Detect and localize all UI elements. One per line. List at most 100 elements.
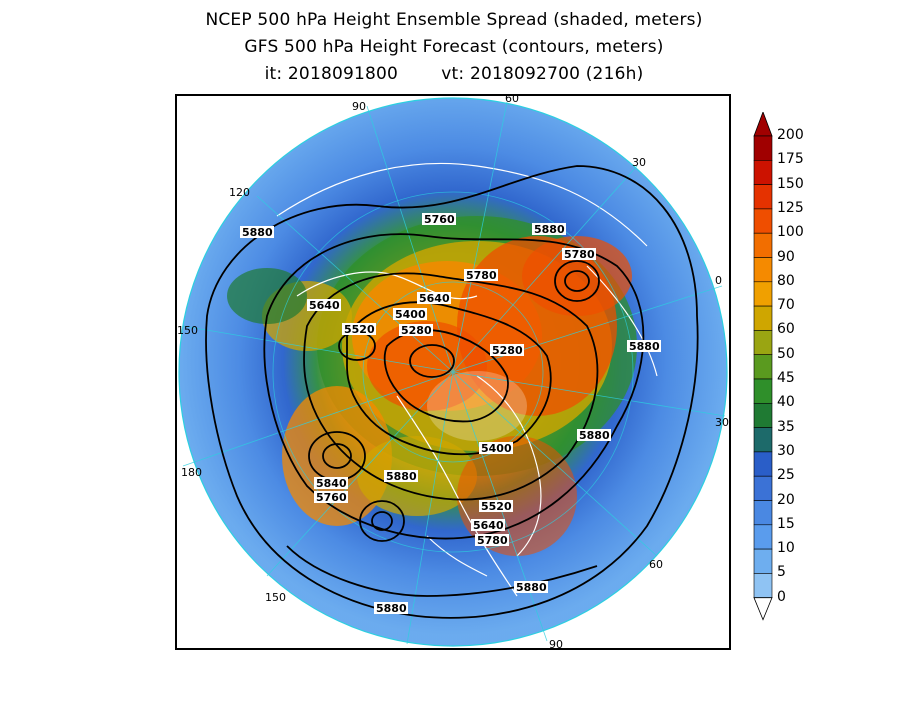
colorbar-tick-label: 90 xyxy=(777,248,795,265)
lon-label: 30 xyxy=(715,416,729,429)
lon-label: 150 xyxy=(177,324,198,337)
contour-label: 5280 xyxy=(490,344,524,357)
colorbar-segment xyxy=(753,451,773,477)
svg-text:5880: 5880 xyxy=(386,470,417,483)
colorbar-segment xyxy=(753,524,773,550)
svg-text:5780: 5780 xyxy=(564,248,595,261)
colorbar-tick-label: 60 xyxy=(777,321,795,338)
title-line-3: it: 2018091800 vt: 2018092700 (216h) xyxy=(0,64,908,84)
svg-text:5400: 5400 xyxy=(481,442,512,455)
colorbar-segment xyxy=(753,378,773,404)
colorbar-tick-label: 45 xyxy=(777,370,795,386)
colorbar-tick-label: 70 xyxy=(777,297,795,314)
svg-text:5880: 5880 xyxy=(579,429,610,442)
contour-label: 5880 xyxy=(374,602,408,615)
lon-label: 90 xyxy=(549,638,563,648)
colorbar-segment xyxy=(753,305,773,331)
colorbar-tick-label: 40 xyxy=(777,394,795,411)
svg-text:5780: 5780 xyxy=(466,269,497,282)
colorbar-bottom-triangle xyxy=(753,597,773,621)
svg-text:5520: 5520 xyxy=(481,500,512,513)
colorbar-tick-label: 10 xyxy=(777,540,795,557)
colorbar-tick-label: 35 xyxy=(777,418,795,435)
height-contours xyxy=(205,165,699,619)
colorbar-top-triangle xyxy=(753,112,773,137)
contour-label: 5880 xyxy=(627,340,661,353)
colorbar xyxy=(753,112,773,621)
lon-label: 90 xyxy=(352,100,366,113)
colorbar-segment xyxy=(753,208,773,234)
svg-text:5760: 5760 xyxy=(316,491,347,504)
contour-label: 5520 xyxy=(479,500,513,513)
svg-text:5280: 5280 xyxy=(492,344,523,357)
colorbar-tick-label: 25 xyxy=(777,467,795,484)
svg-text:5880: 5880 xyxy=(629,340,660,353)
colorbar-tick-label: 200 xyxy=(777,127,804,143)
valid-time: vt: 2018092700 (216h) xyxy=(441,64,644,84)
contour-label: 5880 xyxy=(240,226,274,239)
contour-label: 5280 xyxy=(399,324,433,337)
contour-label: 5880 xyxy=(514,581,548,594)
colorbar-segment xyxy=(753,232,773,258)
colorbar-segment xyxy=(753,427,773,453)
colorbar-segment xyxy=(753,281,773,307)
svg-text:5880: 5880 xyxy=(534,223,565,236)
lon-label: 30 xyxy=(632,156,646,169)
lon-label: 0 xyxy=(715,274,722,287)
map-frame: 60 30 0 30 60 90 120 150 180 150 120 90 … xyxy=(175,94,731,650)
colorbar-segment xyxy=(753,573,773,598)
colorbar-tick-label: 80 xyxy=(777,272,795,289)
svg-text:5880: 5880 xyxy=(516,581,547,594)
colorbar-segment xyxy=(753,475,773,501)
colorbar-segment xyxy=(753,135,773,161)
contour-label: 5880 xyxy=(384,470,418,483)
lon-label: 150 xyxy=(265,591,286,604)
svg-text:5280: 5280 xyxy=(401,324,432,337)
svg-text:5640: 5640 xyxy=(309,299,340,312)
svg-text:5640: 5640 xyxy=(473,519,504,532)
contour-label: 5880 xyxy=(532,223,566,236)
svg-text:5640: 5640 xyxy=(419,292,450,305)
colorbar-tick-label: 125 xyxy=(777,199,804,216)
map-boundary xyxy=(178,97,728,647)
svg-text:5840: 5840 xyxy=(316,477,347,490)
colorbar-tick-label: 50 xyxy=(777,345,795,362)
colorbar-tick-label: 30 xyxy=(777,442,795,459)
colorbar-segment xyxy=(753,500,773,526)
svg-text:5880: 5880 xyxy=(376,602,407,615)
colorbar-segment xyxy=(753,330,773,355)
colorbar-tick-label: 15 xyxy=(777,515,795,532)
contour-label: 5640 xyxy=(471,519,505,532)
init-time: it: 2018091800 xyxy=(264,64,399,84)
title-line-2: GFS 500 hPa Height Forecast (contours, m… xyxy=(244,37,664,57)
svg-text:5760: 5760 xyxy=(424,213,455,226)
parallels xyxy=(272,191,634,553)
colorbar-segment xyxy=(753,402,773,428)
colorbar-tick-label: 0 xyxy=(777,588,786,605)
contour-label: 5640 xyxy=(307,299,341,312)
colorbar-segment xyxy=(753,257,773,283)
svg-text:5780: 5780 xyxy=(477,534,508,547)
polar-stereographic-map: 60 30 0 30 60 90 120 150 180 150 120 90 … xyxy=(177,96,729,648)
colorbar-segment xyxy=(753,184,773,210)
colorbar-segment xyxy=(753,159,773,185)
title-line-1: NCEP 500 hPa Height Ensemble Spread (sha… xyxy=(205,10,703,30)
colorbar-segment xyxy=(753,354,773,380)
lon-label: 60 xyxy=(505,96,519,105)
contour-label: 5400 xyxy=(479,442,513,455)
colorbar-tick-label: 150 xyxy=(777,175,804,192)
lon-label: 60 xyxy=(649,558,663,571)
longitude-labels: 60 30 0 30 60 90 120 150 180 150 120 90 xyxy=(177,96,729,648)
coastlines xyxy=(276,162,658,597)
contour-label: 5760 xyxy=(422,213,456,226)
contour-label: 5760 xyxy=(314,491,348,504)
colorbar-tick-label: 175 xyxy=(777,151,804,168)
contour-label: 5840 xyxy=(314,477,348,490)
contour-label: 5880 xyxy=(577,429,611,442)
colorbar-segment xyxy=(753,548,773,574)
colorbar-tick-label: 20 xyxy=(777,491,795,508)
contour-label: 5780 xyxy=(464,269,498,282)
svg-text:5520: 5520 xyxy=(344,323,375,336)
shaded-spread xyxy=(179,98,727,646)
contour-label: 5780 xyxy=(562,248,596,261)
